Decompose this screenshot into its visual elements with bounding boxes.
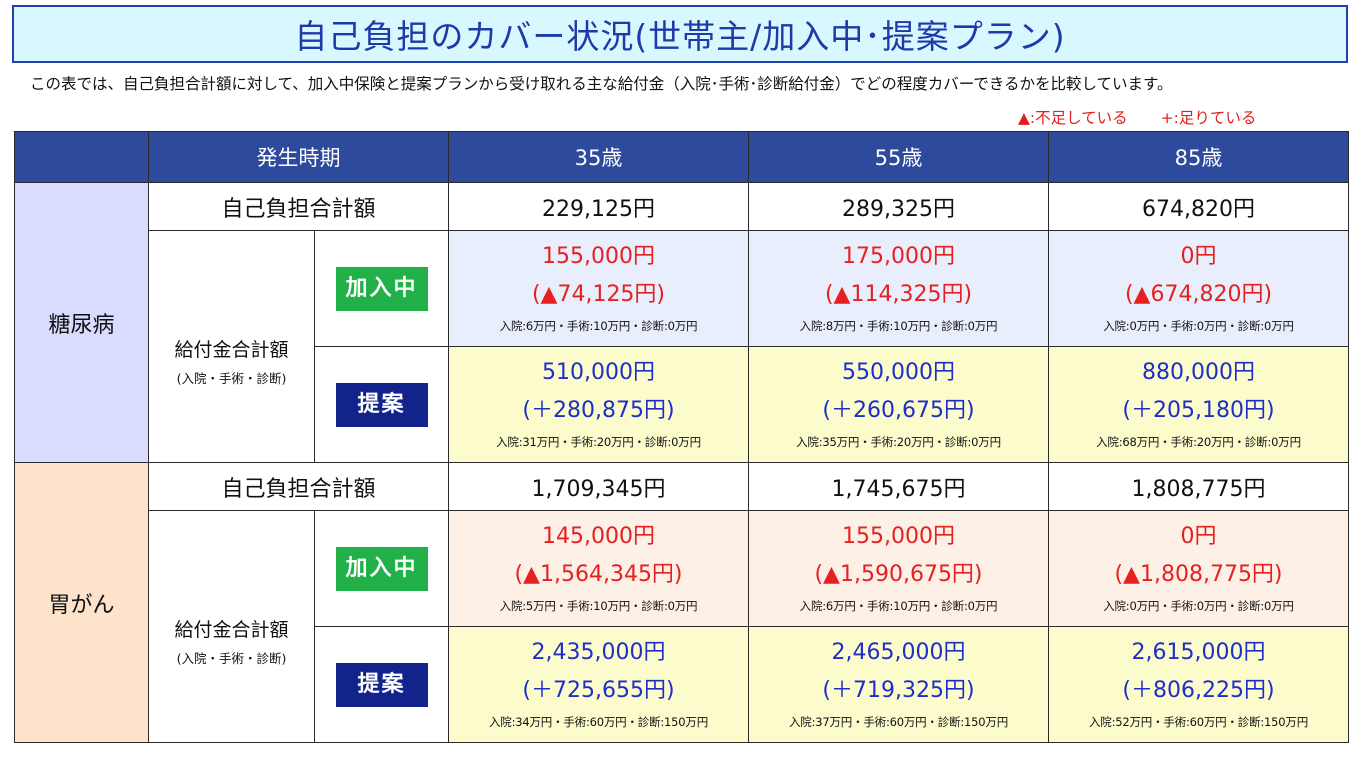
proposal-badge: 提案 [335,662,428,707]
proposal-detail: 入院:31万円・手術:20万円・診断:0万円 [496,434,701,449]
current-detail: 入院:5万円・手術:10万円・診断:0万円 [499,598,698,613]
proposal-cell: 2,435,000円 (＋725,655円) 入院:34万円・手術:60万円・診… [448,626,749,743]
proposal-badge-cell: 提案 [314,346,449,463]
self-pay-value: 1,808,775円 [1048,462,1349,511]
legend: ▲:不足している +:足りている [1018,106,1256,128]
proposal-cell: 550,000円 (＋260,675円) 入院:35万円・手術:20万円・診断:… [748,346,1049,463]
proposal-amount: 510,000円 [542,359,655,385]
current-badge-cell: 加入中 [314,510,449,627]
current-diff: (▲674,820円) [1124,281,1273,307]
proposal-cell: 880,000円 (＋205,180円) 入院:68万円・手術:20万円・診断:… [1048,346,1349,463]
self-pay-value: 674,820円 [1048,182,1349,231]
current-amount: 0円 [1180,243,1217,269]
proposal-diff: (＋806,225円) [1122,677,1275,703]
current-diff: (▲74,125円) [531,281,666,307]
proposal-detail: 入院:68万円・手術:20万円・診断:0万円 [1096,434,1301,449]
benefit-total-label: 給付金合計額 (入院・手術・診断) [148,230,315,463]
proposal-diff: (＋205,180円) [1122,397,1275,423]
proposal-diff: (＋260,675円) [822,397,975,423]
header-period: 発生時期 [148,131,449,183]
current-amount: 145,000円 [542,523,655,549]
header-age: 85歳 [1048,131,1349,183]
legend-shortage: ▲:不足している [1018,109,1128,127]
header-row: 発生時期 35歳 55歳 85歳 [14,131,1349,183]
benefit-total-text: 給付金合計額 [174,338,289,361]
current-detail: 入院:6万円・手術:10万円・診断:0万円 [799,598,998,613]
current-cell: 0円 (▲1,808,775円) 入院:0万円・手術:0万円・診断:0万円 [1048,510,1349,627]
proposal-amount: 880,000円 [1142,359,1255,385]
header-age: 55歳 [748,131,1049,183]
current-amount: 0円 [1180,523,1217,549]
description: この表では、自己負担合計額に対して、加入中保険と提案プランから受け取れる主な給付… [30,75,1173,93]
current-detail: 入院:8万円・手術:10万円・診断:0万円 [799,318,998,333]
proposal-diff: (＋725,655円) [522,677,675,703]
benefit-total-text: 給付金合計額 [174,618,289,641]
current-cell: 155,000円 (▲1,590,675円) 入院:6万円・手術:10万円・診断… [748,510,1049,627]
proposal-detail: 入院:37万円・手術:60万円・診断:150万円 [788,714,1009,729]
disease-name: 胃がん [14,462,149,743]
current-cell: 155,000円 (▲74,125円) 入院:6万円・手術:10万円・診断:0万… [448,230,749,347]
self-pay-value: 229,125円 [448,182,749,231]
proposal-badge-cell: 提案 [314,626,449,743]
proposal-amount: 2,615,000円 [1131,639,1266,665]
proposal-badge: 提案 [335,382,428,427]
current-badge: 加入中 [335,266,428,311]
header-age: 35歳 [448,131,749,183]
proposal-cell: 510,000円 (＋280,875円) 入院:31万円・手術:20万円・診断:… [448,346,749,463]
table-row: 給付金合計額 (入院・手術・診断) 加入中 155,000円 (▲74,125円… [15,230,1349,463]
current-badge: 加入中 [335,546,428,591]
current-badge-cell: 加入中 [314,230,449,347]
proposal-amount: 550,000円 [842,359,955,385]
self-pay-value: 1,745,675円 [748,462,1049,511]
benefit-total-label: 給付金合計額 (入院・手術・診断) [148,510,315,743]
proposal-detail: 入院:34万円・手術:60万円・診断:150万円 [488,714,709,729]
table-row: 給付金合計額 (入院・手術・診断) 加入中 145,000円 (▲1,564,3… [15,510,1349,743]
proposal-amount: 2,435,000円 [531,639,666,665]
current-cell: 0円 (▲674,820円) 入院:0万円・手術:0万円・診断:0万円 [1048,230,1349,347]
proposal-cell: 2,465,000円 (＋719,325円) 入院:37万円・手術:60万円・診… [748,626,1049,743]
table-row: 糖尿病 自己負担合計額 229,125円 289,325円 674,820円 [14,182,1349,463]
current-cell: 175,000円 (▲114,325円) 入院:8万円・手術:10万円・診断:0… [748,230,1049,347]
self-pay-value: 289,325円 [748,182,1049,231]
table-row: 提案 510,000円 (＋280,875円) 入院:31万円・手術:20万円・… [15,346,1349,463]
current-diff: (▲1,808,775円) [1114,561,1283,587]
current-detail: 入院:0万円・手術:0万円・診断:0万円 [1103,598,1294,613]
proposal-detail: 入院:35万円・手術:20万円・診断:0万円 [796,434,1001,449]
current-amount: 155,000円 [542,243,655,269]
coverage-table: 発生時期 35歳 55歳 85歳 糖尿病 自己負担合計額 229,125円 28… [14,131,1349,743]
page-title-box: 自己負担のカバー状況(世帯主/加入中･提案プラン) [12,5,1348,63]
table-row: 胃がん 自己負担合計額 1,709,345円 1,745,675円 1,808,… [14,462,1349,743]
header-blank [14,131,149,183]
current-cell: 145,000円 (▲1,564,345円) 入院:5万円・手術:10万円・診断… [448,510,749,627]
benefit-total-sub: (入院・手術・診断) [176,370,287,386]
proposal-cell: 2,615,000円 (＋806,225円) 入院:52万円・手術:60万円・診… [1048,626,1349,743]
proposal-amount: 2,465,000円 [831,639,966,665]
self-pay-value: 1,709,345円 [448,462,749,511]
current-diff: (▲1,564,345円) [514,561,683,587]
current-detail: 入院:6万円・手術:10万円・診断:0万円 [499,318,698,333]
table-row: 提案 2,435,000円 (＋725,655円) 入院:34万円・手術:60万… [15,626,1349,743]
current-amount: 175,000円 [842,243,955,269]
current-diff: (▲114,325円) [824,281,973,307]
self-pay-label: 自己負担合計額 [148,182,449,231]
page-title: 自己負担のカバー状況(世帯主/加入中･提案プラン) [294,17,1066,56]
proposal-diff: (＋280,875円) [522,397,675,423]
self-pay-label: 自己負担合計額 [148,462,449,511]
current-detail: 入院:0万円・手術:0万円・診断:0万円 [1103,318,1294,333]
proposal-detail: 入院:52万円・手術:60万円・診断:150万円 [1088,714,1309,729]
disease-name: 糖尿病 [14,182,149,463]
current-amount: 155,000円 [842,523,955,549]
proposal-diff: (＋719,325円) [822,677,975,703]
current-diff: (▲1,590,675円) [814,561,983,587]
benefit-total-sub: (入院・手術・診断) [176,650,287,666]
legend-enough: +:足りている [1160,109,1257,127]
